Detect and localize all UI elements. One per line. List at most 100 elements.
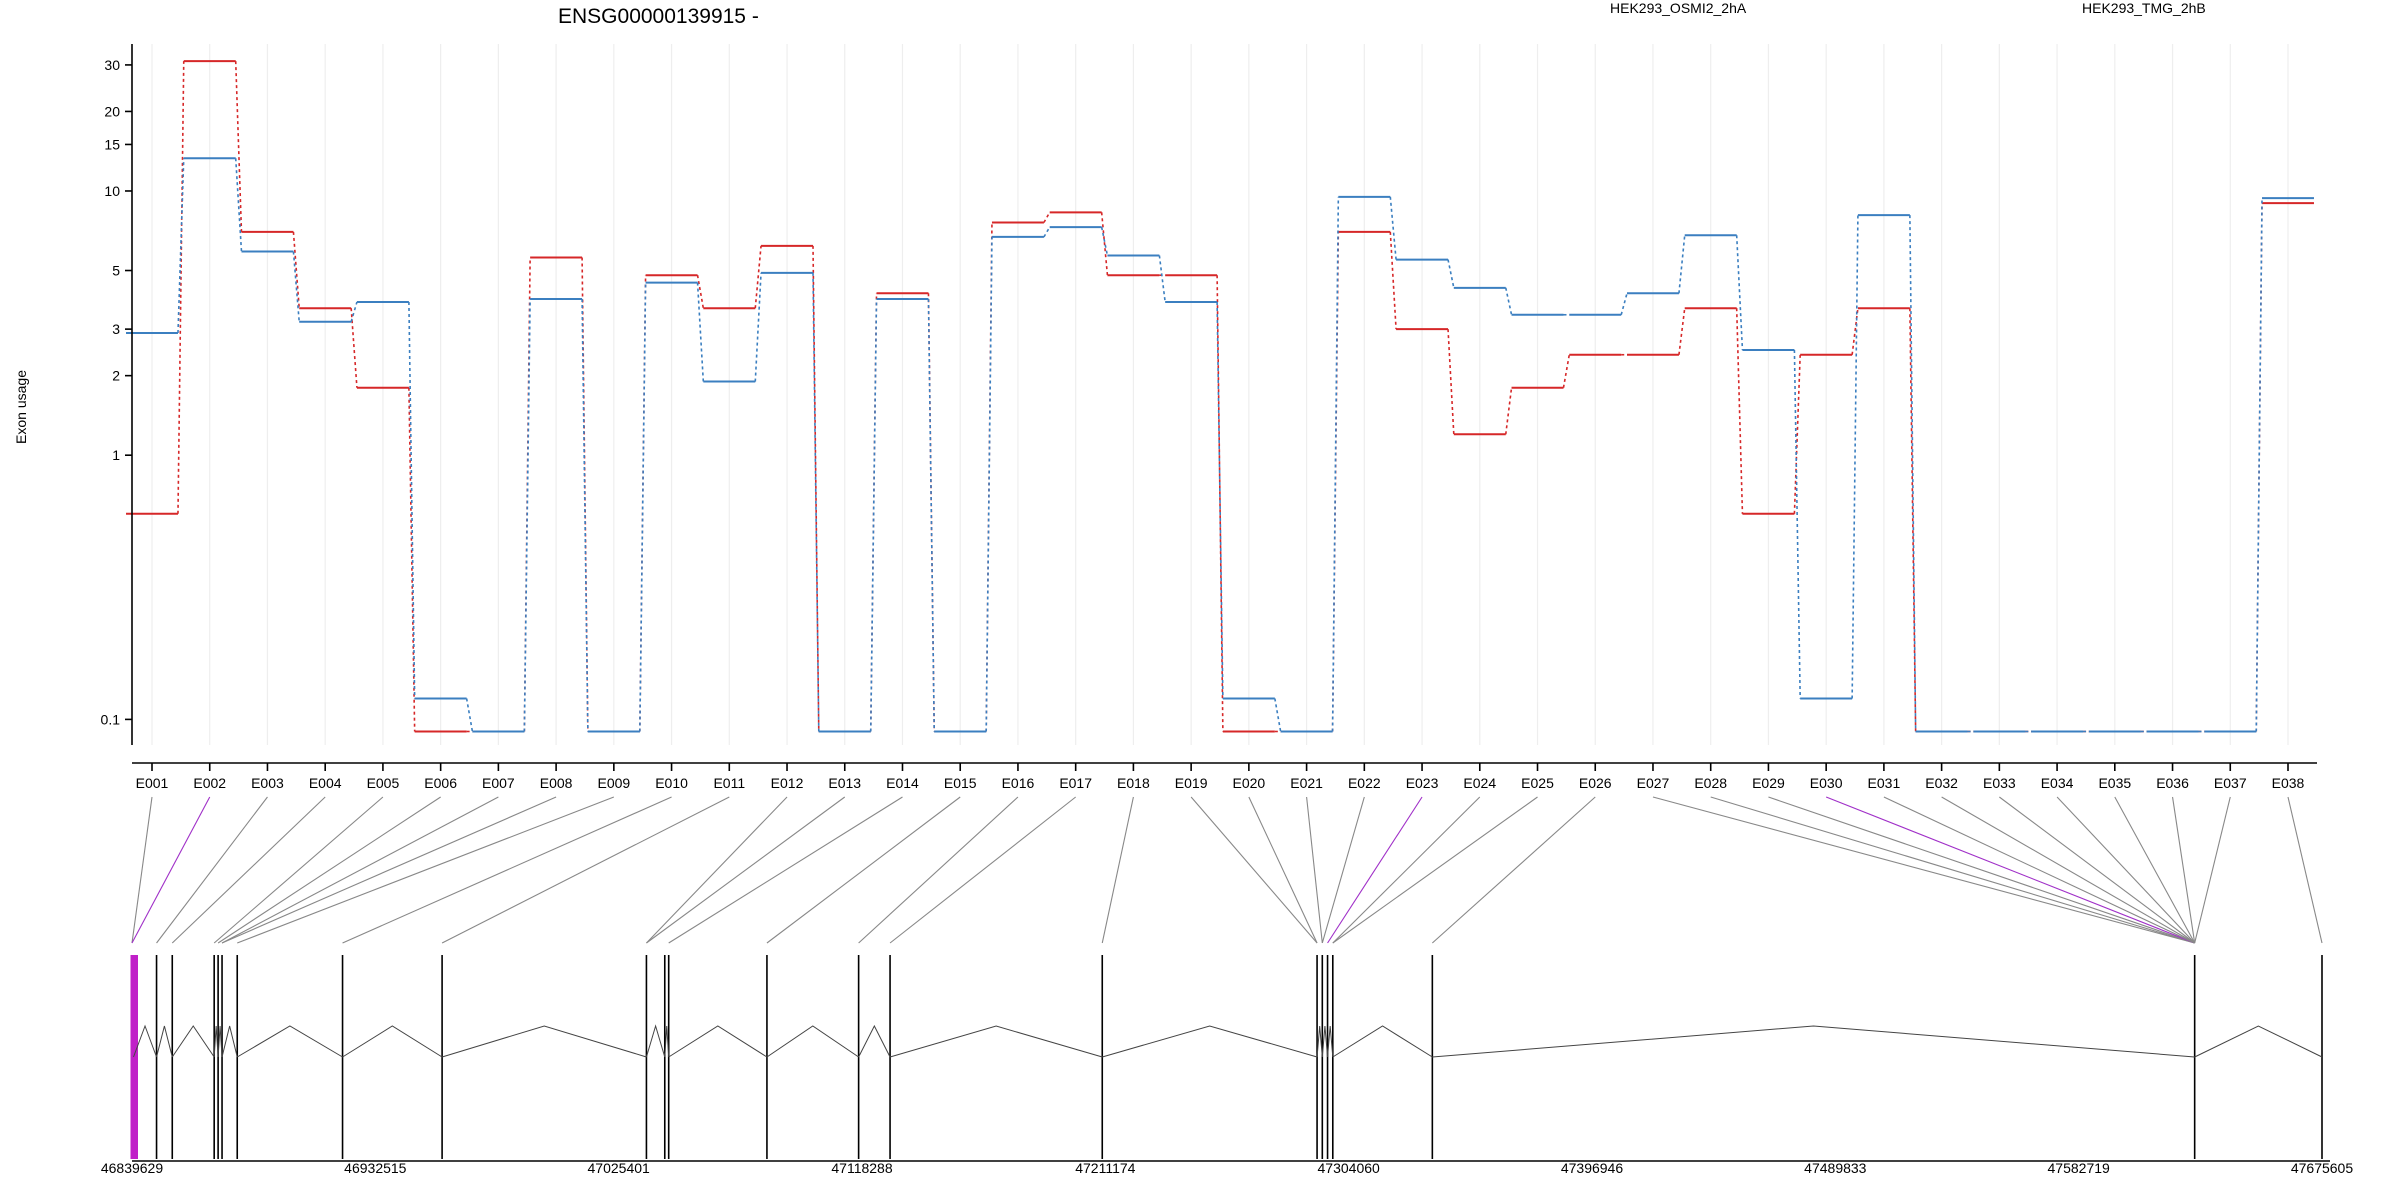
exon-usage-connector — [1043, 226, 1051, 238]
exon-usage-connector — [350, 301, 358, 322]
intron-line — [221, 1025, 238, 1058]
genome-coordinate-label: 47304060 — [1318, 1160, 1381, 1176]
exon-label: E038 — [2272, 775, 2305, 791]
intron-line — [1327, 1025, 1334, 1058]
exon-usage-connector — [1620, 293, 1628, 315]
exon-usage-connector — [985, 236, 993, 732]
exon-label: E018 — [1117, 775, 1150, 791]
exon-connector — [171, 796, 326, 944]
y-tick-label: 0.1 — [101, 711, 121, 727]
y-ticks: 0.1 1 2 3 5 10 15 20 30 — [101, 57, 132, 727]
exon-label: E033 — [1983, 775, 2016, 791]
exon-connector — [1332, 796, 1538, 944]
genome-coordinate-label: 47211174 — [1075, 1160, 1135, 1176]
exon-connector — [1332, 796, 1481, 944]
exon-connector — [1883, 796, 2195, 944]
intron-line — [645, 1024, 666, 1058]
exon-label: E025 — [1521, 775, 1554, 791]
exon-usage-connector — [1909, 308, 1917, 732]
exon-label: E035 — [2098, 775, 2131, 791]
exon-label: E017 — [1059, 775, 1092, 791]
intron-line — [1432, 1025, 2195, 1058]
exon-connector — [2287, 796, 2323, 944]
series-osmi2 — [126, 60, 2314, 733]
exon-connector — [1327, 796, 1423, 944]
legend-label-osmi2: HEK293_OSMI2_2hA — [1610, 0, 1747, 16]
exon-label: E037 — [2214, 775, 2247, 791]
exon-connector — [1999, 796, 2195, 944]
exon-usage-connector — [1331, 196, 1340, 732]
intron-line — [217, 1025, 223, 1058]
exon-usage-connector — [177, 61, 185, 514]
axes — [131, 44, 2317, 764]
highlighted-exon-block — [132, 955, 138, 1159]
exon-label: E016 — [1002, 775, 1035, 791]
exon-connector — [1941, 796, 2195, 944]
exon-label: E026 — [1579, 775, 1612, 791]
exon-label: E036 — [2156, 775, 2189, 791]
exon-label: E010 — [655, 775, 688, 791]
exon-label: E028 — [1694, 775, 1727, 791]
intron-line — [1332, 1025, 1433, 1058]
intron-line — [236, 1025, 343, 1058]
exon-label: E024 — [1463, 775, 1496, 791]
exon-connector — [1825, 796, 2195, 944]
intron-line — [889, 1025, 1103, 1058]
exon-usage-connector — [1043, 211, 1051, 223]
exon-connector — [156, 796, 268, 944]
genome-coordinate-label: 46932515 — [344, 1160, 407, 1176]
series-tmg — [126, 157, 2314, 733]
exon-label: E021 — [1290, 775, 1323, 791]
exon-label: E029 — [1752, 775, 1785, 791]
gridlines — [151, 44, 2289, 745]
genome-coordinate-label: 47396946 — [1561, 1160, 1624, 1176]
intron-line — [664, 1025, 670, 1058]
exon-label: E022 — [1348, 775, 1381, 791]
exon-usage-connector — [927, 299, 936, 732]
exon-label: E034 — [2041, 775, 2074, 791]
exon-usage-connector — [408, 387, 416, 732]
exon-usage-connector — [1793, 354, 1801, 514]
exon-usage-connector — [1389, 196, 1397, 260]
exon-usage-connector — [1216, 275, 1224, 732]
exon-connector — [1431, 796, 1596, 944]
exon-connector — [1768, 796, 2195, 944]
exon-connectors — [131, 796, 2323, 944]
intron-line — [858, 1024, 891, 1058]
exon-label: E027 — [1637, 775, 1670, 791]
y-tick-label: 10 — [104, 183, 120, 199]
exon-usage-connector — [1274, 698, 1282, 732]
exon-usage-connector — [234, 61, 243, 232]
exon-usage-connector — [1158, 255, 1166, 303]
intron-line — [1321, 1025, 1329, 1058]
exon-label: E002 — [193, 775, 226, 791]
exon-connector — [221, 796, 499, 944]
exon-usage-connector — [350, 308, 358, 388]
exon-usage-connector — [1678, 308, 1686, 355]
exon-connector — [1248, 796, 1318, 944]
y-tick-label: 3 — [112, 321, 120, 337]
y-tick-label: 1 — [112, 447, 120, 463]
exon-connector — [889, 796, 1077, 944]
exon-label: E004 — [309, 775, 342, 791]
exon-connector — [646, 796, 846, 944]
legend-label-tmg: HEK293_TMG_2hB — [2082, 0, 2206, 16]
exon-usage-connector — [1100, 212, 1109, 276]
exon-connector — [2056, 796, 2196, 944]
y-tick-label: 30 — [104, 57, 120, 73]
exon-connector — [858, 796, 1019, 944]
exon-usage-connector — [754, 245, 762, 309]
exon-usage-connector — [292, 231, 301, 309]
exon-connector — [2114, 796, 2196, 944]
y-axis-label: Exon usage — [13, 370, 29, 444]
y-tick-label: 15 — [104, 136, 120, 152]
intron-line — [1316, 1025, 1323, 1058]
exon-usage-connector — [812, 272, 820, 732]
y-tick-label: 2 — [112, 368, 120, 384]
exon-connector — [1710, 796, 2195, 944]
exon-usage-connector — [639, 282, 647, 732]
genome-coordinates: 46839629 46932515 47025401 47118288 47211174… — [101, 1160, 2354, 1176]
exon-connector — [237, 796, 615, 944]
exon-label: E014 — [886, 775, 919, 791]
